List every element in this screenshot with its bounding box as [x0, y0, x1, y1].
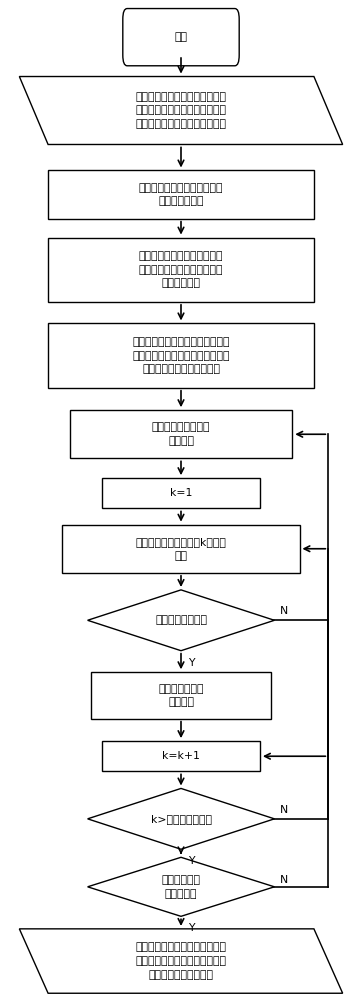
Text: k>预想故障数目？: k>预想故障数目？ — [151, 814, 211, 824]
Bar — [70, 410, 292, 458]
Polygon shape — [19, 77, 343, 144]
Bar — [63, 525, 299, 573]
Text: 求解正常运行方式下
的主问题: 求解正常运行方式下 的主问题 — [152, 422, 210, 446]
Polygon shape — [88, 590, 274, 651]
Text: N: N — [280, 875, 288, 885]
Text: 求解预想故障运行方式k下的子
问题: 求解预想故障运行方式k下的子 问题 — [135, 537, 227, 561]
Bar — [48, 238, 314, 302]
Text: 开始: 开始 — [174, 32, 188, 42]
Text: 子问题目标非零？: 子问题目标非零？ — [155, 615, 207, 625]
Polygon shape — [88, 857, 274, 916]
Text: Y: Y — [189, 856, 195, 866]
Bar — [91, 672, 271, 719]
Text: 稳态潮流数据，发电机、母线、
线路等元件的安全约束数据，机
组爬坡能力数据，故障集合数据: 稳态潮流数据，发电机、母线、 线路等元件的安全约束数据，机 组爬坡能力数据，故障… — [135, 92, 227, 129]
Text: Y: Y — [189, 923, 195, 933]
Bar — [48, 170, 314, 219]
Polygon shape — [19, 929, 343, 993]
Text: 电网正常方式下的潮流计算，
得到初始运行点: 电网正常方式下的潮流计算， 得到初始运行点 — [139, 183, 223, 206]
Bar — [102, 741, 260, 771]
Text: 两轮迭代增量
小于阈值？: 两轮迭代增量 小于阈值？ — [161, 875, 201, 899]
Polygon shape — [88, 788, 274, 849]
Text: N: N — [280, 805, 288, 815]
Text: Y: Y — [189, 658, 195, 668]
Text: N: N — [280, 606, 288, 616]
FancyBboxPatch shape — [123, 9, 239, 66]
Text: 对发电机按改造量大小排序，输
出非零机组作为最优支援机组输
出，并输出相应优先级: 对发电机按改造量大小排序，输 出非零机组作为最优支援机组输 出，并输出相应优先级 — [135, 942, 227, 980]
Text: k=1: k=1 — [170, 488, 192, 498]
Bar — [48, 323, 314, 388]
Text: 采用预想故障分解方法将该模型分
解为正常运行方式下主问题与各预
想故障运行方式下的子问题: 采用预想故障分解方法将该模型分 解为正常运行方式下主问题与各预 想故障运行方式下… — [132, 337, 230, 374]
Text: 生成相应附加不
等式约束: 生成相应附加不 等式约束 — [158, 684, 204, 707]
Text: k=k+1: k=k+1 — [162, 751, 200, 761]
Bar — [102, 478, 260, 508]
Text: 建立以最小化发电机组爬坡能
力为目标的电力系统安全约束
最优潮流模型: 建立以最小化发电机组爬坡能 力为目标的电力系统安全约束 最优潮流模型 — [139, 251, 223, 288]
